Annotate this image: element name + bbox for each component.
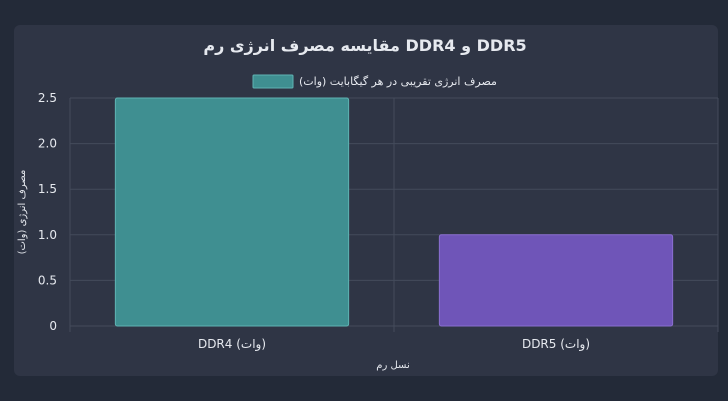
y-tick-label: 2.0 bbox=[38, 137, 57, 151]
legend[interactable]: مصرف انرژی تقریبی در هر گیگابایت (وات) bbox=[252, 74, 497, 89]
chart-title: مقایسه مصرف انرژی رم DDR4 و DDR5 bbox=[203, 36, 526, 55]
y-tick-label: 0 bbox=[49, 319, 57, 333]
x-axis-title: نسل رم bbox=[376, 360, 409, 371]
legend-swatch bbox=[252, 74, 294, 89]
x-tick-label: DDR4 (وات) bbox=[198, 337, 266, 352]
y-axis-ticks: 0 0.5 1.0 1.5 2.0 2.5 bbox=[38, 91, 57, 333]
x-tick-label: DDR5 (وات) bbox=[522, 337, 590, 352]
y-tick-label: 0.5 bbox=[38, 273, 57, 287]
y-tick-label: 1.0 bbox=[38, 228, 57, 242]
bar-ddr5[interactable] bbox=[438, 234, 674, 327]
y-tick-label: 1.5 bbox=[38, 182, 57, 196]
bar-ddr4[interactable] bbox=[114, 97, 350, 327]
y-tick-label: 2.5 bbox=[38, 91, 57, 105]
x-axis-ticks: DDR4 (وات) DDR5 (وات) bbox=[198, 337, 590, 352]
legend-label: مصرف انرژی تقریبی در هر گیگابایت (وات) bbox=[299, 75, 497, 88]
y-axis-title: مصرف انرژی (وات) bbox=[17, 170, 28, 255]
bars bbox=[114, 97, 674, 327]
